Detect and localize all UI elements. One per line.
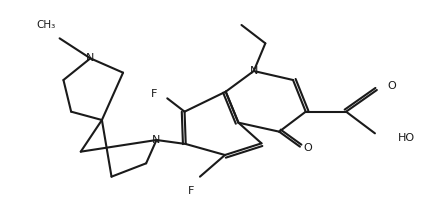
Text: CH₃: CH₃ xyxy=(36,20,56,30)
Text: N: N xyxy=(250,66,258,76)
Text: O: O xyxy=(388,81,397,91)
Text: N: N xyxy=(152,135,161,145)
Text: O: O xyxy=(303,143,312,153)
Text: F: F xyxy=(188,186,195,196)
Text: F: F xyxy=(151,89,157,99)
Text: HO: HO xyxy=(398,133,415,143)
Text: N: N xyxy=(86,53,95,63)
